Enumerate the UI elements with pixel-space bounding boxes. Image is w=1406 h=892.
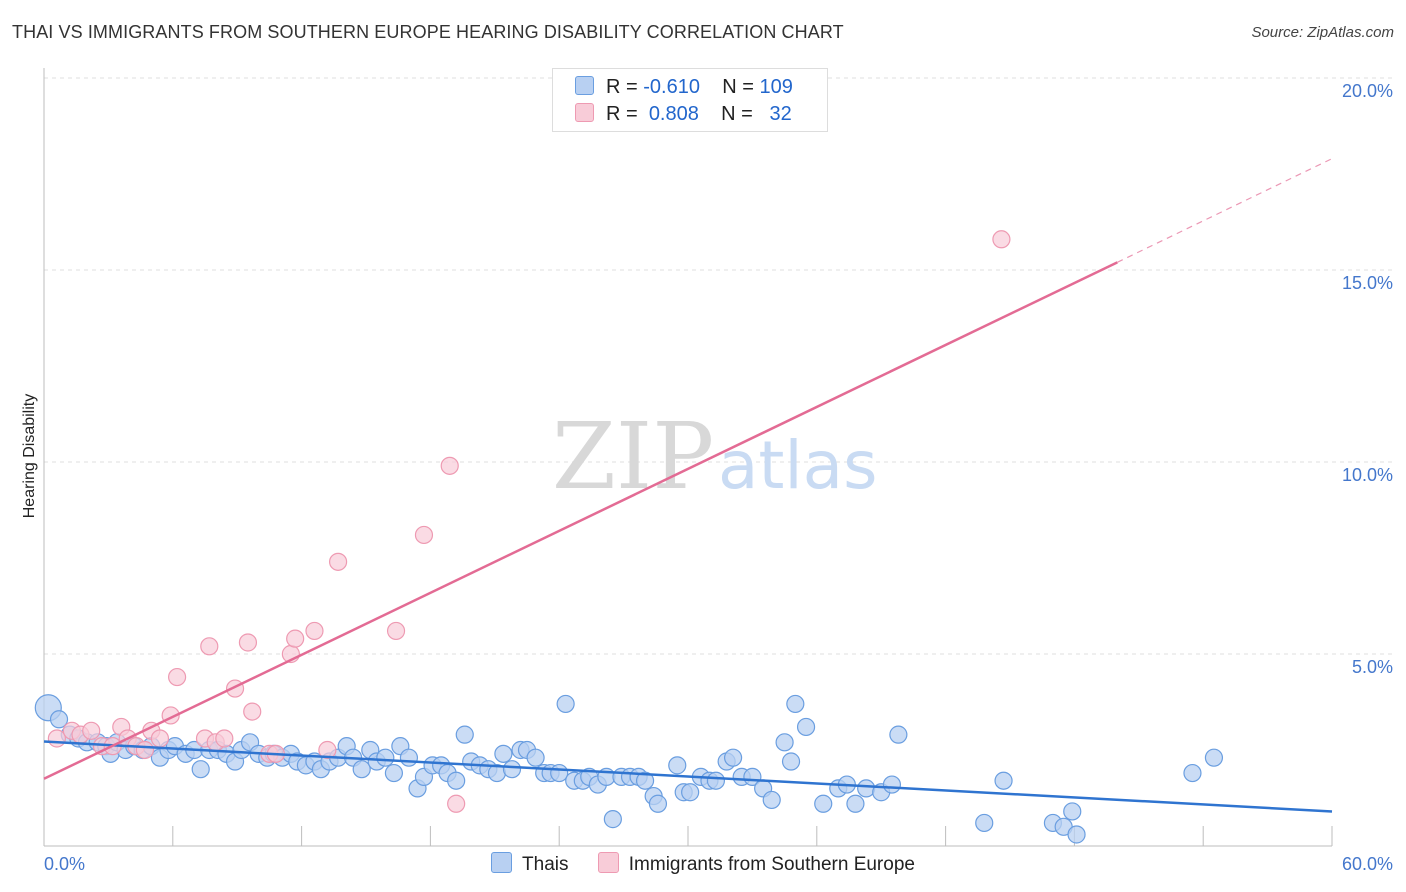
thai-point [635,771,655,790]
thai-point [706,771,726,790]
thai-point [447,771,466,790]
thai-point [889,725,908,744]
immigrants-point [440,456,459,475]
legend-row-immigrants: R = 0.808 N = 32 [575,103,792,125]
immigrants-label: Immigrants from Southern Europe [628,854,915,875]
thai-trend-line [43,740,1333,813]
legend-item-thais[interactable]: Thais [491,852,569,876]
thai-point [1067,825,1086,844]
thai-point [603,810,622,829]
thai-point [1183,763,1202,783]
watermark-atlas: atlas [718,427,878,504]
legend-item-immigrants[interactable]: Immigrants from Southern Europe [597,852,915,876]
gridlines [44,77,1394,655]
thai-point [975,813,994,833]
thai-point [781,752,801,771]
thai-n-label: N = [722,76,754,98]
thai-point [191,760,210,779]
thai-point [384,763,404,783]
immigrants-point [328,552,348,571]
legend-row-thai: R = -0.610 N = 109 [575,76,793,98]
thai-swatch [575,76,594,95]
y-tick-label-5: 5.0% [1352,657,1393,677]
immigrants-r-label: R = [606,103,638,125]
thai-point [762,790,781,810]
immigrants-series [47,230,1011,813]
thai-point [681,783,700,802]
thai-point [846,794,865,813]
thai-point [502,760,522,779]
thai-point [775,733,794,752]
immigrants-legend-swatch [597,852,619,873]
thai-point [376,748,395,767]
immigrants-trend-line [43,261,1118,780]
thai-series [34,694,1224,844]
x-tick-label-max: 60.0% [1342,854,1393,874]
thai-point [526,748,545,767]
immigrants-point [414,525,434,545]
y-tick-labels: 5.0% 10.0% 15.0% 20.0% [1342,81,1393,677]
thai-point [455,725,474,744]
thai-n-value: 109 [759,76,793,98]
x-ticks [172,826,1333,846]
source-credit: Source: ZipAtlas.com [1251,24,1394,41]
immigrants-point [386,621,406,641]
thai-point [994,771,1013,790]
thai-point [1063,802,1082,821]
immigrants-point [992,230,1011,249]
thai-point [882,775,902,794]
y-tick-label-10: 10.0% [1342,465,1393,485]
immigrants-point [82,721,101,740]
immigrants-point [243,702,262,721]
thai-point [352,760,371,779]
thai-point [550,763,569,783]
y-tick-label-15: 15.0% [1342,273,1393,293]
thai-point [648,794,668,813]
thai-point [814,794,833,813]
thai-r-label: R = [606,76,638,98]
thai-point [399,748,419,767]
thai-point [723,748,743,767]
immigrants-r-value: 0.808 [648,103,699,125]
immigrants-point [238,633,258,652]
immigrants-point [200,637,219,656]
thai-point [49,710,69,729]
immigrants-point [447,794,466,813]
immigrants-n-label: N = [721,103,753,125]
watermark: ZIP atlas [552,403,878,510]
immigrants-point [135,740,154,760]
series-legend: Thais Immigrants from Southern Europe [0,852,1406,876]
immigrants-point [318,740,337,760]
thai-point [786,694,805,714]
thai-point [1204,748,1224,767]
immigrants-n-value: 32 [769,103,792,125]
thais-label: Thais [522,854,569,875]
thai-r-value: -0.610 [643,76,700,98]
immigrants-point [150,729,170,748]
immigrants-point [286,629,305,648]
thai-point [556,694,575,714]
thai-point [857,779,876,798]
y-tick-label-20: 20.0% [1342,81,1393,101]
thai-point [796,717,816,737]
x-tick-label-min: 0.0% [44,854,85,874]
immigrants-point [305,621,324,641]
chart-title: THAI VS IMMIGRANTS FROM SOUTHERN EUROPE … [12,22,844,42]
watermark-zip: ZIP [552,403,714,510]
immigrants-trend-extension [1117,158,1333,263]
immigrants-swatch [575,103,594,122]
immigrants-point [47,729,66,748]
thais-swatch [491,852,513,873]
thai-point [494,744,513,763]
immigrants-point [215,729,234,748]
trend-lines [43,158,1333,813]
immigrants-point [167,667,187,687]
thai-point [668,756,687,775]
correlation-legend: R = -0.610 N = 109 R = 0.808 N = 32 [552,68,828,132]
